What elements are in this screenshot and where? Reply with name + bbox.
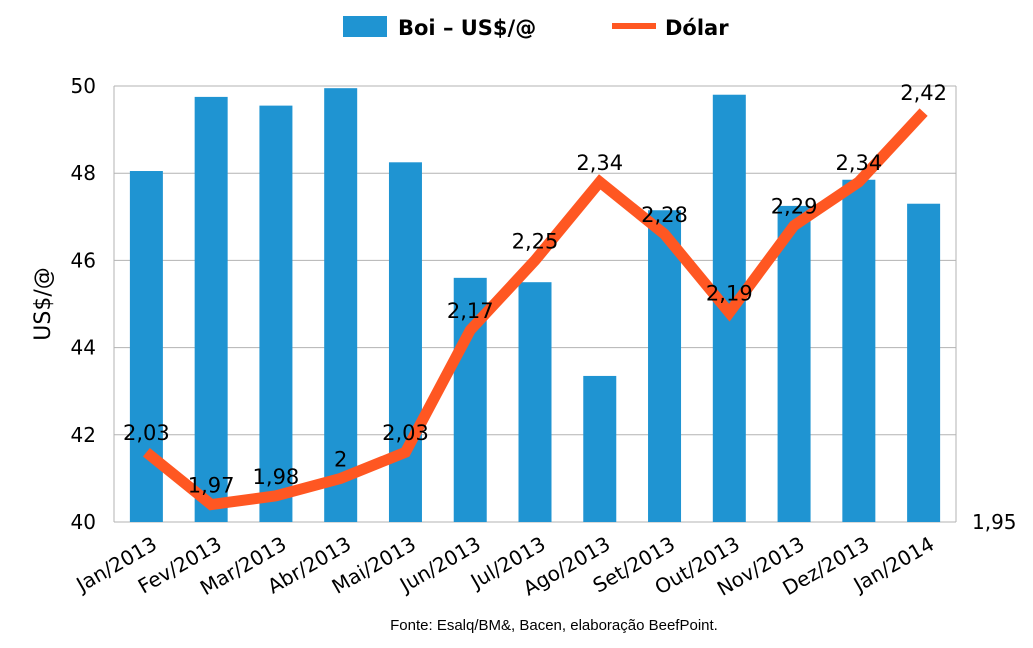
legend-line-label: Dólar: [665, 16, 729, 40]
data-label: 2,03: [123, 421, 170, 445]
bar: [907, 203, 941, 522]
y-tick-label: 40: [71, 510, 96, 534]
data-label: 1,98: [253, 465, 300, 489]
dolar-line: [142, 108, 928, 511]
y-tick-label: 48: [71, 161, 96, 185]
y-tick-label: 46: [71, 248, 96, 272]
data-label: 2: [334, 447, 347, 471]
bar: [129, 171, 163, 522]
data-label: 1,97: [188, 474, 235, 498]
data-label: 2,34: [835, 151, 882, 175]
data-label: 2,34: [576, 151, 623, 175]
y-axis-title: US$/@: [31, 267, 56, 340]
bar: [194, 96, 228, 523]
data-label: 2,42: [900, 81, 947, 105]
bar: [324, 88, 358, 523]
legend-line-swatch: [612, 23, 656, 29]
data-label: 2,17: [447, 299, 494, 323]
data-label: 2,28: [641, 203, 688, 227]
data-label: 2,25: [512, 229, 559, 253]
y-tick-label: 42: [71, 423, 96, 447]
y-tick-label: 44: [71, 336, 96, 360]
y2-tick-label: 1,95: [972, 510, 1017, 534]
bar: [842, 179, 876, 523]
source-note: Fonte: Esalq/BM&, Bacen, elaboração Beef…: [390, 617, 718, 634]
bar: [648, 210, 682, 522]
bar: [259, 105, 293, 523]
bar: [583, 375, 617, 522]
bar: [518, 282, 552, 522]
data-label: 2,29: [771, 195, 818, 219]
bar: [777, 205, 811, 522]
bar: [388, 162, 422, 523]
y-tick-label: 50: [71, 74, 96, 98]
data-label: 2,19: [706, 282, 753, 306]
data-label: 2,03: [382, 421, 429, 445]
legend-bar-swatch: [343, 16, 387, 37]
legend-bar-label: Boi – US$/@: [398, 16, 536, 40]
